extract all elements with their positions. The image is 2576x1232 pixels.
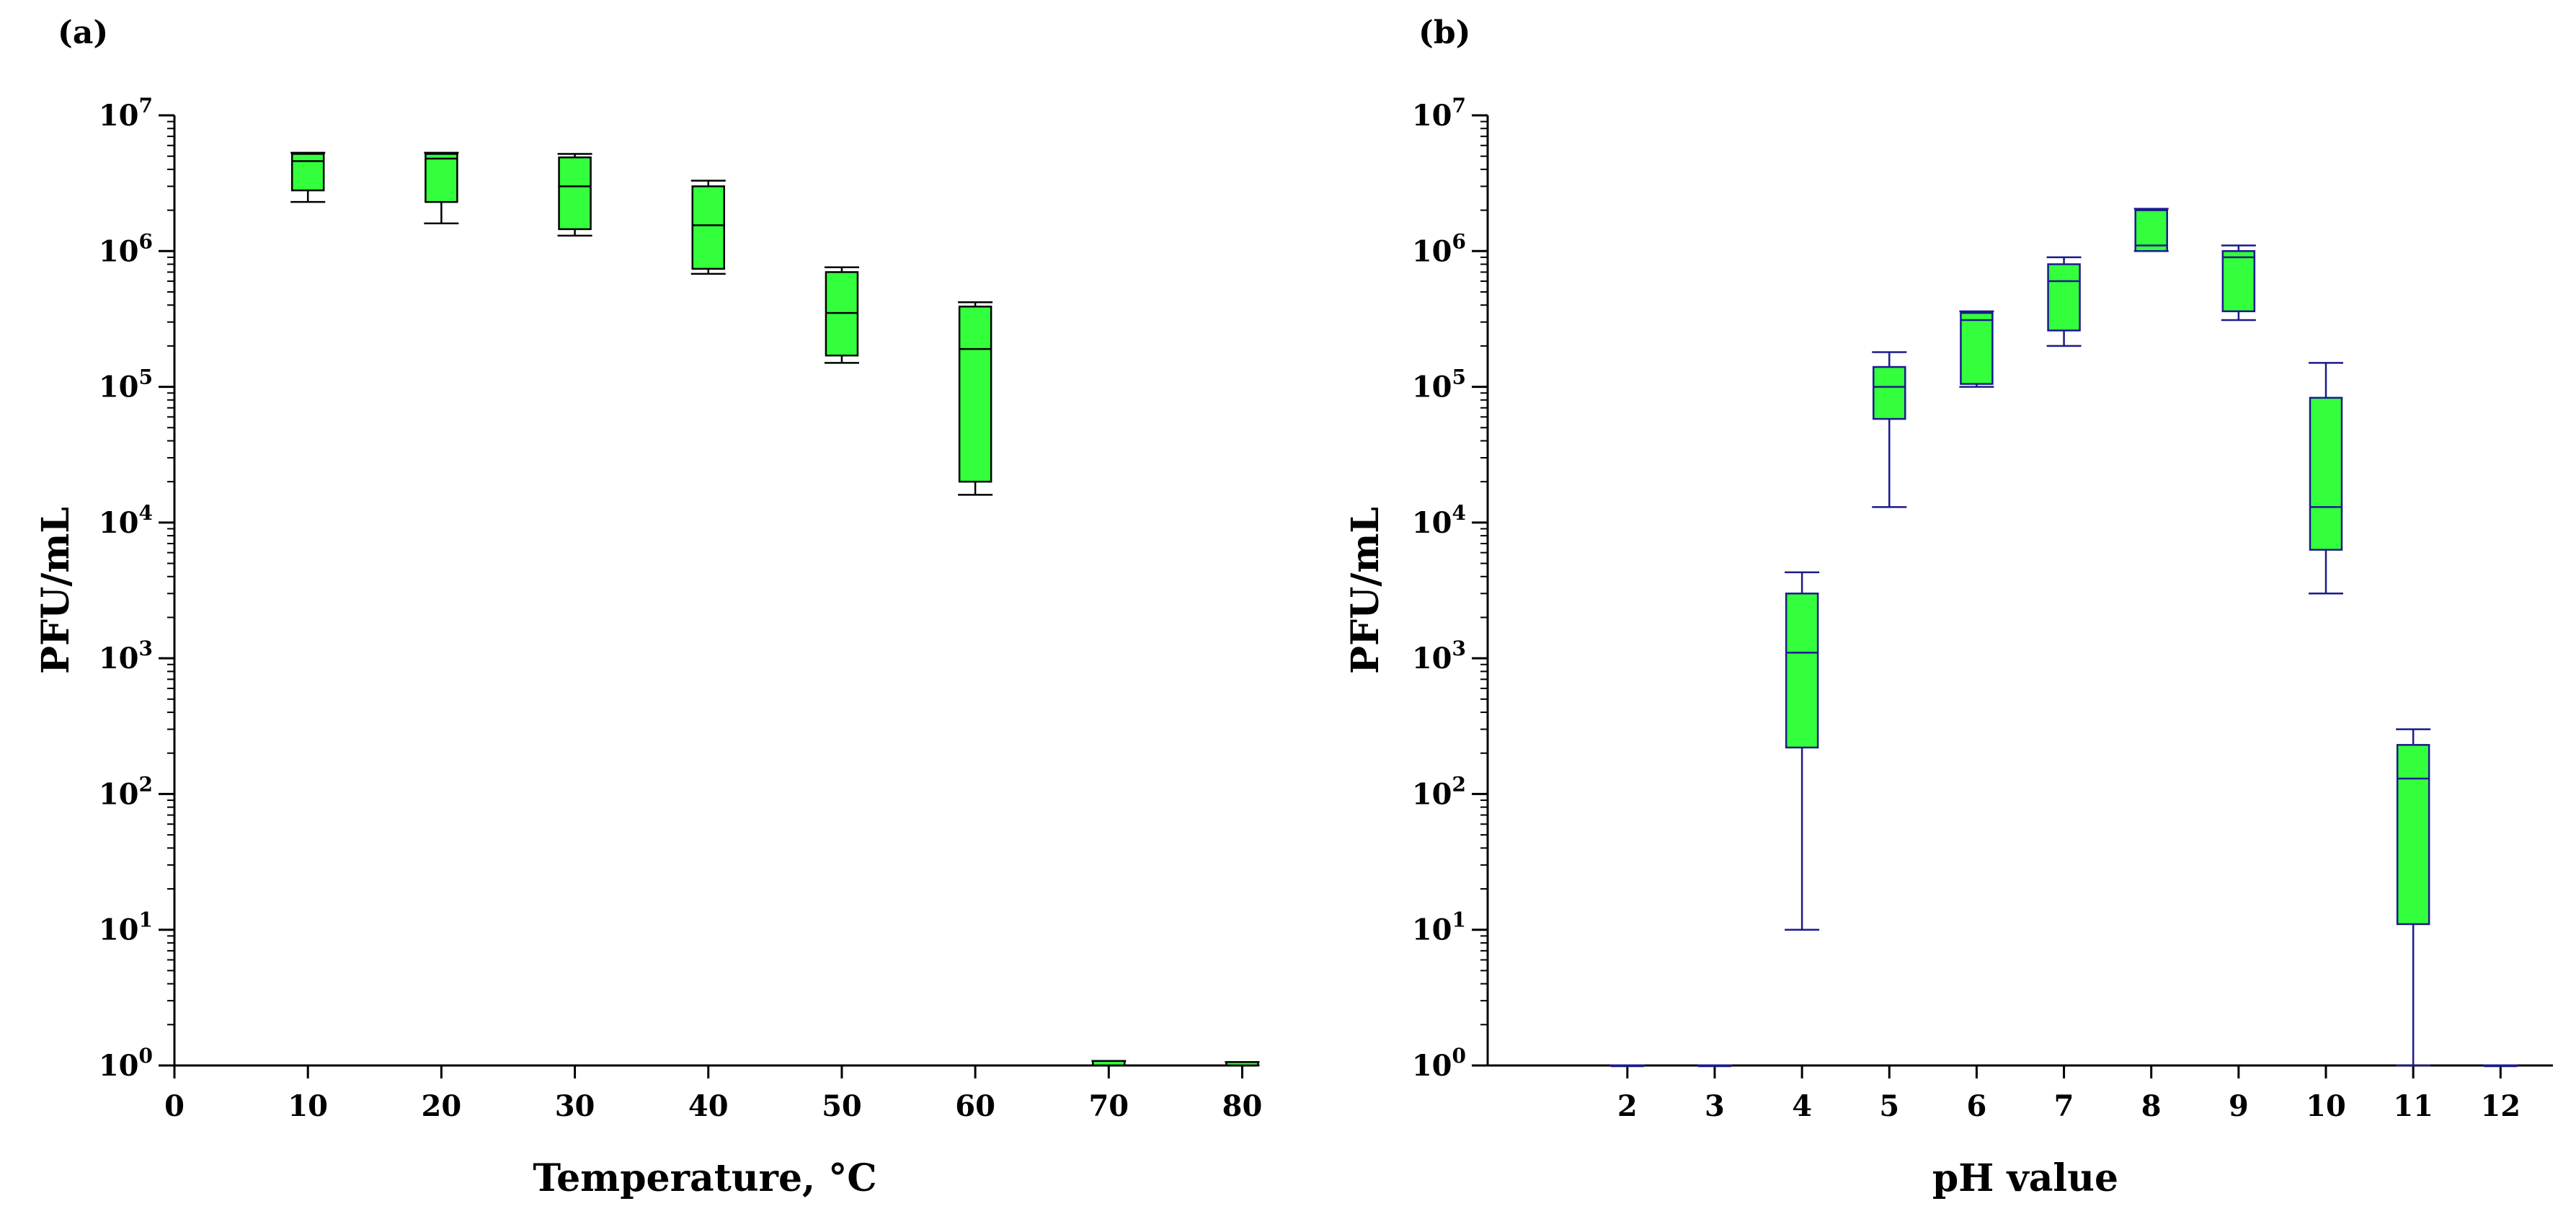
panel-label: (b) xyxy=(1418,14,1470,51)
x-tick-label: 6 xyxy=(1967,1089,1987,1123)
y-tick-label: 100 xyxy=(99,1044,153,1083)
x-tick-label: 11 xyxy=(2393,1089,2433,1123)
panel-label: (a) xyxy=(58,14,108,51)
box-plot-50 xyxy=(824,266,859,364)
x-axis-title: pH value xyxy=(1932,1156,2118,1200)
y-axis-title: PFU/mL xyxy=(1343,507,1387,674)
x-tick-label: 9 xyxy=(2229,1089,2249,1123)
y-tick-label: 105 xyxy=(1412,365,1466,404)
box-plot-10 xyxy=(290,151,326,203)
box-iqr xyxy=(1873,365,1906,420)
box-plot-6 xyxy=(1959,310,1994,388)
box-plot-60 xyxy=(958,301,993,496)
y-axis-title: PFU/mL xyxy=(34,507,78,674)
box-plot-10 xyxy=(2309,362,2344,595)
box-iqr xyxy=(2047,263,2081,332)
y-tick-label: 103 xyxy=(1412,637,1466,675)
y-tick-label: 105 xyxy=(99,365,153,404)
box-iqr xyxy=(1960,311,1994,385)
y-tick-label: 103 xyxy=(99,637,153,675)
x-tick-label: 5 xyxy=(1879,1089,1899,1123)
x-tick-label: 10 xyxy=(2306,1089,2346,1123)
box-plot-20 xyxy=(424,151,459,225)
y-tick-label: 104 xyxy=(99,501,153,540)
x-tick-label: 20 xyxy=(422,1089,462,1123)
box-plot-40 xyxy=(690,180,726,275)
box-iqr xyxy=(2221,250,2256,313)
x-tick-label: 0 xyxy=(164,1089,185,1123)
y-tick-label: 104 xyxy=(1412,501,1466,540)
x-tick-label: 4 xyxy=(1792,1089,1812,1123)
y-tick-label: 107 xyxy=(1412,94,1466,133)
box-plot-11 xyxy=(2396,728,2431,1067)
x-tick-label: 60 xyxy=(955,1089,995,1123)
box-iqr xyxy=(290,153,325,192)
x-tick-label: 8 xyxy=(2141,1089,2162,1123)
box-iqr xyxy=(2309,396,2343,551)
box-iqr xyxy=(558,156,592,231)
box-plot-70 xyxy=(1091,1060,1127,1067)
x-tick-label: 40 xyxy=(688,1089,729,1123)
x-tick-label: 12 xyxy=(2480,1089,2521,1123)
box-iqr xyxy=(2396,744,2430,926)
panel-temperature: (a) 100 101 102 103 104 105 106 107 0 10 20 30 40 50 60… xyxy=(34,14,1262,1200)
box-iqr xyxy=(425,153,458,203)
x-tick-label: 70 xyxy=(1088,1089,1129,1123)
x-axis-title: Temperature, °C xyxy=(533,1156,876,1200)
box-iqr xyxy=(1785,593,1819,749)
x-tick-label: 80 xyxy=(1222,1089,1263,1123)
y-tick-label: 101 xyxy=(1412,908,1466,947)
y-tick-label: 102 xyxy=(1412,772,1466,811)
box-plot-7 xyxy=(2046,256,2082,347)
box-plot-5 xyxy=(1872,351,1907,508)
box-iqr xyxy=(691,185,725,270)
y-tick-label: 106 xyxy=(1412,229,1466,268)
panel-ph: (b) 100 101 102 103 104 105 106 107 2 3 4 5 6 7 8 9 10 11 1… xyxy=(1343,14,2553,1200)
x-tick-label: 3 xyxy=(1705,1089,1725,1123)
x-tick-label: 7 xyxy=(2054,1089,2074,1123)
box-iqr xyxy=(2134,209,2168,252)
box-plot-80 xyxy=(1225,1060,1260,1067)
x-tick-label: 2 xyxy=(1617,1089,1638,1123)
box-plot-9 xyxy=(2221,244,2256,322)
box-plot-30 xyxy=(557,153,592,237)
y-tick-label: 100 xyxy=(1412,1044,1466,1083)
box-plot-12 xyxy=(2483,1064,2518,1068)
box-plot-4 xyxy=(1785,571,1820,931)
y-tick-label: 102 xyxy=(99,772,153,811)
box-plot-8 xyxy=(2133,208,2169,252)
box-iqr xyxy=(958,306,992,483)
box-plot-3 xyxy=(1697,1064,1732,1068)
x-tick-label: 10 xyxy=(288,1089,328,1123)
box-plot-2 xyxy=(1609,1064,1645,1068)
y-tick-label: 101 xyxy=(99,908,153,947)
y-tick-label: 106 xyxy=(99,229,153,268)
y-tick-label: 107 xyxy=(99,94,153,133)
x-tick-label: 30 xyxy=(555,1089,595,1123)
x-tick-label: 50 xyxy=(822,1089,862,1123)
